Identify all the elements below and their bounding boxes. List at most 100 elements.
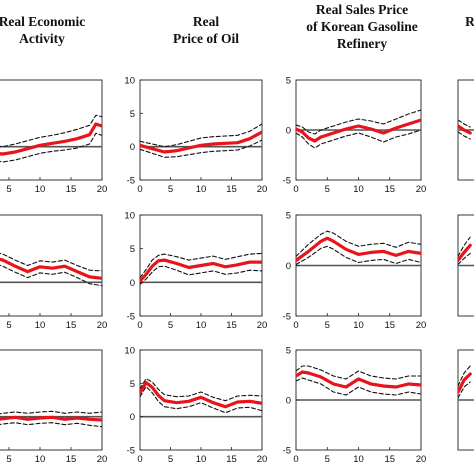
confidence-band-upper xyxy=(140,252,262,279)
column-title-3: Real Sales Price of Korean Gasoline Refine… xyxy=(306,2,418,51)
x-tick-label: 0 xyxy=(293,454,298,465)
confidence-band-lower xyxy=(140,386,262,414)
y-tick-label: 0 xyxy=(130,278,135,289)
y-tick-label: 0 xyxy=(286,126,291,137)
confidence-band-lower xyxy=(296,377,421,396)
panel-frame xyxy=(0,79,103,181)
confidence-band-upper xyxy=(296,365,421,380)
x-tick-label: 15 xyxy=(384,184,395,195)
y-tick-label: 5 xyxy=(286,211,291,222)
x-tick-label: 10 xyxy=(353,320,364,331)
x-tick-label: 15 xyxy=(226,184,237,195)
x-tick-label: 10 xyxy=(196,320,207,331)
confidence-band-lower xyxy=(458,131,471,140)
y-tick-label: 5 xyxy=(130,379,135,390)
column-title-line: Price of Oil xyxy=(173,31,239,46)
x-tick-label: 5 xyxy=(325,454,330,465)
confidence-band-upper xyxy=(140,378,262,402)
confidence-band-lower xyxy=(296,129,421,149)
x-tick-label: 10 xyxy=(35,184,46,195)
y-tick-label: 10 xyxy=(124,76,135,87)
y-tick-label: 5 xyxy=(286,346,291,357)
x-tick-label: 10 xyxy=(196,184,207,195)
confidence-band-lower xyxy=(0,132,102,163)
x-tick-label: 15 xyxy=(226,320,237,331)
y-tick-label: -5 xyxy=(127,176,135,187)
x-tick-label: 5 xyxy=(325,320,330,331)
x-tick-label: 20 xyxy=(416,184,427,195)
y-tick-label: 10 xyxy=(124,346,135,357)
confidence-band-upper xyxy=(458,119,471,128)
column-title-line: Activity xyxy=(19,31,65,46)
y-tick-label: 5 xyxy=(286,76,291,87)
x-tick-label: 20 xyxy=(416,320,427,331)
x-tick-label: 20 xyxy=(257,184,268,195)
confidence-band-upper xyxy=(0,410,102,415)
series-group xyxy=(296,230,421,266)
panel-r1-c4 xyxy=(457,79,474,181)
confidence-band-upper xyxy=(458,236,471,257)
x-tick-label: 0 xyxy=(137,320,142,331)
impulse-response-line xyxy=(296,236,421,262)
x-tick-label: 5 xyxy=(6,184,11,195)
x-tick-label: 20 xyxy=(97,454,108,465)
confidence-band-lower xyxy=(458,381,471,399)
y-tick-label: 0 xyxy=(130,412,135,423)
panel-r2-c4 xyxy=(457,214,474,317)
confidence-band-lower xyxy=(296,245,421,266)
y-tick-label: 5 xyxy=(130,244,135,255)
series-group xyxy=(140,123,262,158)
column-title-line: Real Economic xyxy=(0,14,85,29)
impulse-response-line xyxy=(0,415,102,422)
x-tick-label: 20 xyxy=(416,454,427,465)
panel-r3-c1: 5 10 15 20 xyxy=(0,349,108,465)
x-tick-label: 0 xyxy=(137,184,142,195)
confidence-band-upper xyxy=(140,123,262,148)
x-tick-label: 15 xyxy=(66,184,77,195)
column-title-line: Real xyxy=(193,14,219,29)
impulse-response-line xyxy=(458,243,472,262)
x-tick-label: 0 xyxy=(293,320,298,331)
series-group xyxy=(0,410,102,428)
confidence-band-lower xyxy=(0,422,102,428)
confidence-band-lower xyxy=(140,265,262,285)
panel-r3-c4 xyxy=(457,349,474,451)
confidence-band-upper xyxy=(296,230,421,257)
column-title-line: Refinery xyxy=(337,36,387,51)
y-tick-label: 10 xyxy=(124,211,135,222)
impulse-response-line xyxy=(0,122,102,156)
x-tick-label: 10 xyxy=(353,454,364,465)
impulse-response-line xyxy=(140,130,262,154)
y-tick-label: -5 xyxy=(283,176,291,187)
panel-frame xyxy=(0,349,103,451)
column-title-2: Real Price of Oil xyxy=(173,14,239,46)
y-tick-label: -5 xyxy=(127,312,135,323)
impulse-response-line xyxy=(458,372,472,394)
panel-r1-c1: 5 10 15 20 xyxy=(0,79,108,195)
column-title-line: of Korean Gasoline xyxy=(306,19,418,34)
x-tick-label: 5 xyxy=(325,184,330,195)
series-group xyxy=(458,365,472,399)
x-tick-label: 15 xyxy=(384,454,395,465)
column-title-4: R xyxy=(465,14,474,29)
x-tick-label: 20 xyxy=(97,184,108,195)
y-tick-label: -5 xyxy=(127,446,135,457)
confidence-band-lower xyxy=(140,139,262,158)
series-group xyxy=(458,119,472,140)
y-tick-label: -5 xyxy=(283,446,291,457)
confidence-band-upper xyxy=(0,114,102,148)
x-tick-label: 5 xyxy=(6,320,11,331)
x-tick-label: 15 xyxy=(66,454,77,465)
confidence-band-lower xyxy=(458,252,471,266)
impulse-response-line xyxy=(140,381,262,409)
confidence-band-upper xyxy=(0,252,102,272)
column-title-line: Real Sales Price xyxy=(316,2,408,17)
panel-frame xyxy=(139,79,263,181)
confidence-band-lower xyxy=(0,264,102,287)
